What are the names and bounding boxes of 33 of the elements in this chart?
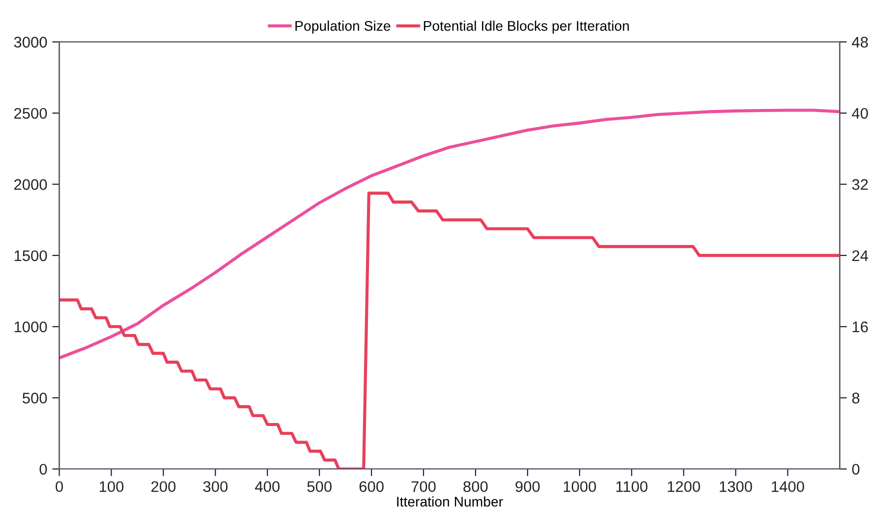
x-axis-title: Itteration Number: [397, 496, 503, 507]
y2-tick-label: 24: [852, 250, 868, 261]
y2-tick-label: 0: [852, 464, 860, 475]
y2-tick-label: 32: [852, 179, 868, 190]
legend-label: Population Size: [295, 20, 390, 34]
x-tick-label: 600: [360, 481, 384, 492]
x-tick-label: 300: [203, 481, 228, 492]
line-series: [59, 108, 840, 360]
y2-tick-label: 48: [852, 36, 868, 48]
x-tick-label: 0: [56, 481, 63, 492]
x-tick-label: 800: [463, 481, 488, 492]
x-tick-label: 200: [151, 481, 176, 492]
x-tick-label: 1000: [564, 481, 596, 492]
x-tick-label: 1400: [772, 481, 804, 492]
y-tick-label: 1000: [14, 321, 47, 332]
x-tick-label: 1300: [720, 481, 752, 492]
y-tick-label: 2000: [14, 179, 47, 190]
y-tick-label: 0: [40, 464, 47, 475]
y-tick-label: 1500: [14, 250, 47, 262]
x-tick-label: 900: [516, 481, 540, 492]
y-tick-label: 2500: [14, 108, 47, 119]
x-tick-label: 1200: [668, 481, 700, 492]
y2-tick-label: 40: [852, 108, 868, 119]
y2-tick-label: 16: [852, 321, 868, 332]
y-tick-label: 3000: [14, 36, 47, 48]
x-tick-label: 1100: [616, 481, 648, 492]
x-tick-label: 100: [100, 481, 124, 492]
x-tick-label: 500: [307, 481, 332, 492]
y-tick-label: 500: [22, 392, 47, 404]
x-tick-label: 700: [412, 481, 436, 492]
x-tick-label: 400: [255, 481, 280, 492]
legend-label: Potential Idle Blocks per Itteration: [424, 20, 629, 34]
y2-tick-label: 8: [852, 392, 860, 404]
